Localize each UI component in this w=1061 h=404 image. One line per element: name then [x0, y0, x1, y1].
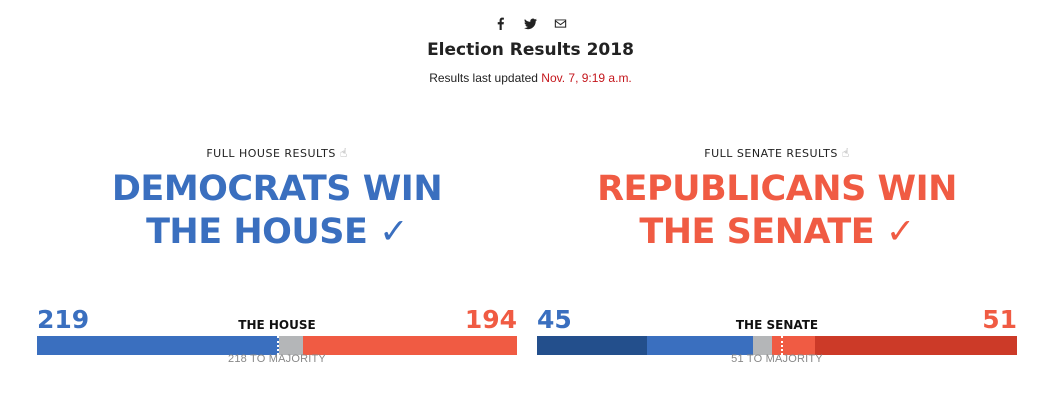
senate-seat-bar — [537, 336, 1017, 355]
senate-dem-held-segment — [537, 336, 648, 355]
house-undecided-segment — [278, 336, 303, 355]
senate-rep-held-segment — [815, 336, 1017, 355]
senate-results-label: FULL SENATE RESULTS — [704, 147, 838, 160]
house-dem-count: 219 — [37, 305, 90, 334]
house-rep-count: 194 — [464, 305, 517, 334]
senate-headline: REPUBLICANS WIN THE SENATE ✓ — [537, 168, 1017, 254]
house-results: FULL HOUSE RESULTS ☝ DEMOCRATS WIN THE HO… — [37, 0, 517, 404]
house-dem-segment — [37, 336, 279, 355]
senate-chamber-label: THE SENATE — [735, 318, 819, 332]
senate-dem-segment — [647, 336, 753, 355]
house-results-link[interactable]: FULL HOUSE RESULTS ☝ — [37, 146, 517, 160]
senate-majority-marker — [780, 336, 783, 355]
last-updated-time: Nov. 7, 9:19 a.m. — [541, 71, 632, 85]
house-chamber-label: THE HOUSE — [238, 318, 316, 332]
senate-rep-segment — [772, 336, 816, 355]
house-headline-line2: THE HOUSE ✓ — [146, 212, 408, 252]
senate-majority-label: 51 TO MAJORITY — [731, 353, 823, 365]
share-bar — [0, 16, 1061, 30]
house-majority-label: 218 TO MAJORITY — [228, 353, 326, 365]
page-title: Election Results 2018 — [427, 40, 634, 60]
house-results-label: FULL HOUSE RESULTS — [206, 147, 336, 160]
house-rep-segment — [302, 336, 517, 355]
last-updated-prefix: Results last updated — [429, 71, 538, 85]
pointing-hand-icon: ☝ — [339, 146, 348, 160]
house-headline-line1: DEMOCRATS WIN — [111, 169, 443, 209]
email-icon[interactable] — [554, 16, 568, 30]
senate-results: FULL SENATE RESULTS ☝ REPUBLICANS WIN THE… — [537, 0, 1017, 404]
pointing-hand-icon: ☝ — [841, 146, 850, 160]
facebook-icon[interactable] — [494, 16, 508, 30]
senate-headline-line2: THE SENATE ✓ — [639, 212, 915, 252]
house-seat-bar — [37, 336, 517, 355]
last-updated: Results last updated Nov. 7, 9:19 a.m. — [0, 71, 1061, 85]
twitter-icon[interactable] — [524, 16, 538, 30]
senate-undecided-segment — [752, 336, 773, 355]
house-headline: DEMOCRATS WIN THE HOUSE ✓ — [37, 168, 517, 254]
senate-rep-count: 51 — [982, 305, 1017, 334]
house-majority-marker — [276, 336, 279, 355]
senate-dem-count: 45 — [537, 305, 572, 334]
senate-results-link[interactable]: FULL SENATE RESULTS ☝ — [537, 146, 1017, 160]
senate-headline-line1: REPUBLICANS WIN — [597, 169, 957, 209]
